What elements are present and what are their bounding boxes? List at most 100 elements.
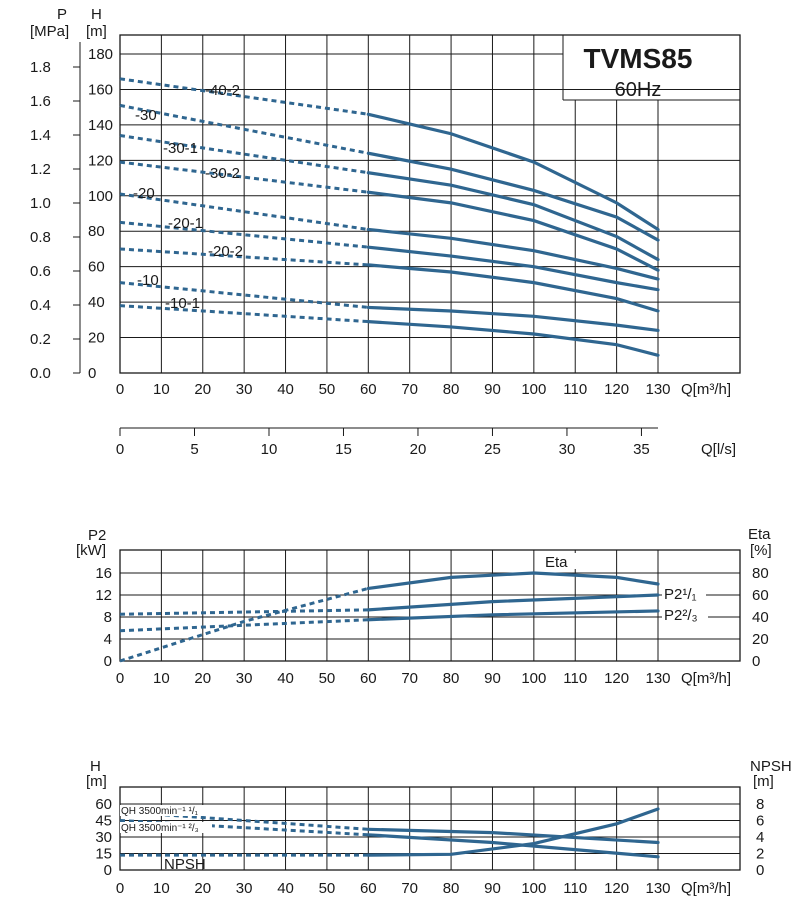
npsh-tick-label: 8	[756, 796, 764, 813]
x2-axis-label: Q[l/s]	[701, 441, 736, 458]
eta-label-bg	[542, 553, 576, 569]
series-solid-line	[366, 807, 660, 857]
x-tick-label: 80	[443, 670, 460, 687]
x-tick-label: 40	[277, 880, 294, 897]
x-tick-label: 30	[236, 381, 253, 398]
h-tick-label: 60	[95, 796, 112, 813]
x-axis-label: Q[m³/h]	[681, 381, 731, 398]
p2-axis-label: P2	[88, 527, 106, 544]
series-solid-line	[366, 571, 660, 591]
series-solid-line	[366, 609, 660, 622]
ls-tick-label: 5	[190, 441, 198, 458]
p-tick-label: 0.6	[30, 263, 51, 280]
x-tick-label: 130	[645, 381, 670, 398]
p-tick-label: 1.6	[30, 93, 51, 110]
x-tick-label: 20	[194, 670, 211, 687]
eta-tick-label: 60	[752, 587, 769, 604]
series-dashed-line	[119, 586, 369, 663]
h-axis-unit: [m]	[86, 773, 107, 790]
p-tick-label: 0.4	[30, 297, 51, 314]
series-label: NPSH	[164, 856, 206, 873]
h-tick-label: 80	[88, 223, 105, 240]
series-label: -20-2	[208, 243, 243, 260]
series-label: -30	[135, 107, 157, 124]
series-dashed-line	[119, 281, 369, 309]
x-tick-label: 50	[319, 670, 336, 687]
series-dashed-line	[119, 160, 369, 194]
series-label: Eta	[545, 554, 568, 571]
kw-tick-label: 16	[95, 565, 112, 582]
ls-tick-label: 15	[335, 441, 352, 458]
p-tick-label: 0.8	[30, 229, 51, 246]
x-tick-label: 30	[236, 880, 253, 897]
x-tick-label: 50	[319, 381, 336, 398]
x-tick-label: 110	[563, 381, 587, 398]
x-tick-label: 120	[604, 381, 629, 398]
chart-subtitle: 60Hz	[615, 79, 662, 101]
series-solid-line	[366, 833, 660, 859]
p2-label-bg	[662, 585, 706, 601]
kw-tick-label: 4	[104, 631, 112, 648]
ls-tick-label: 20	[410, 441, 427, 458]
npsh-axis-label: NPSH	[750, 758, 792, 775]
series-dashed-line	[119, 819, 369, 837]
series-solid-line	[366, 320, 660, 357]
h-tick-label: 15	[95, 846, 112, 863]
p-tick-label: 1.4	[30, 127, 51, 144]
x-tick-label: 10	[153, 381, 170, 398]
eta-tick-label: 40	[752, 609, 769, 626]
kw-tick-label: 12	[95, 587, 112, 604]
series-label: -10	[137, 272, 159, 289]
x-tick-label: 0	[116, 670, 124, 687]
series-label: -30-2	[205, 165, 240, 182]
x-tick-label: 30	[236, 670, 253, 687]
x-tick-label: 90	[484, 381, 501, 398]
series-dashed-line	[119, 77, 369, 116]
p2-label-bg	[662, 606, 708, 622]
x-tick-label: 90	[484, 880, 501, 897]
panel2-frame	[119, 549, 741, 662]
h-tick-label: 30	[95, 829, 112, 846]
npsh-tick-label: 6	[756, 813, 764, 830]
x-tick-label: 70	[401, 670, 418, 687]
series-dashed-line	[119, 247, 369, 267]
npsh-tick-label: 0	[756, 862, 764, 879]
h-tick-label: 45	[95, 813, 112, 830]
x-tick-label: 10	[153, 880, 170, 897]
eta-tick-label: 0	[752, 653, 760, 670]
eta-tick-label: 80	[752, 565, 769, 582]
ls-tick-label: 30	[559, 441, 576, 458]
x-tick-label: 10	[153, 670, 170, 687]
x-tick-label: 120	[604, 880, 629, 897]
p-tick-label: 1.0	[30, 195, 51, 212]
series-dashed-line	[119, 220, 369, 249]
series-label: P2²/₃	[664, 607, 698, 624]
panel3-frame	[119, 786, 741, 871]
h-tick-label: 120	[88, 152, 113, 169]
p-tick-label: 0.2	[30, 331, 51, 348]
series-dashed-line	[119, 192, 369, 231]
series-dashed-line	[119, 618, 369, 633]
qh-label-bg	[120, 805, 212, 816]
series-label: P2¹/₁	[664, 586, 697, 603]
ls-tick-label: 10	[261, 441, 278, 458]
x-tick-label: 20	[194, 381, 211, 398]
x-tick-label: 70	[401, 381, 418, 398]
h-tick-label: 160	[88, 81, 113, 98]
x-axis-label: Q[m³/h]	[681, 880, 731, 897]
ls-tick-label: 0	[116, 441, 124, 458]
p-axis-label: P	[57, 6, 67, 23]
series-solid-line	[366, 112, 660, 232]
x-tick-label: 0	[116, 381, 124, 398]
kw-tick-label: 8	[104, 609, 112, 626]
npsh-tick-label: 4	[756, 829, 764, 846]
h-tick-label: 40	[88, 294, 105, 311]
series-dashed-line	[119, 103, 369, 155]
x-tick-label: 100	[521, 880, 546, 897]
series-solid-line	[366, 827, 660, 845]
x-tick-label: 110	[563, 670, 587, 687]
h-tick-label: 140	[88, 117, 113, 134]
eta-axis-unit: [%]	[750, 542, 772, 559]
x-tick-label: 60	[360, 880, 377, 897]
